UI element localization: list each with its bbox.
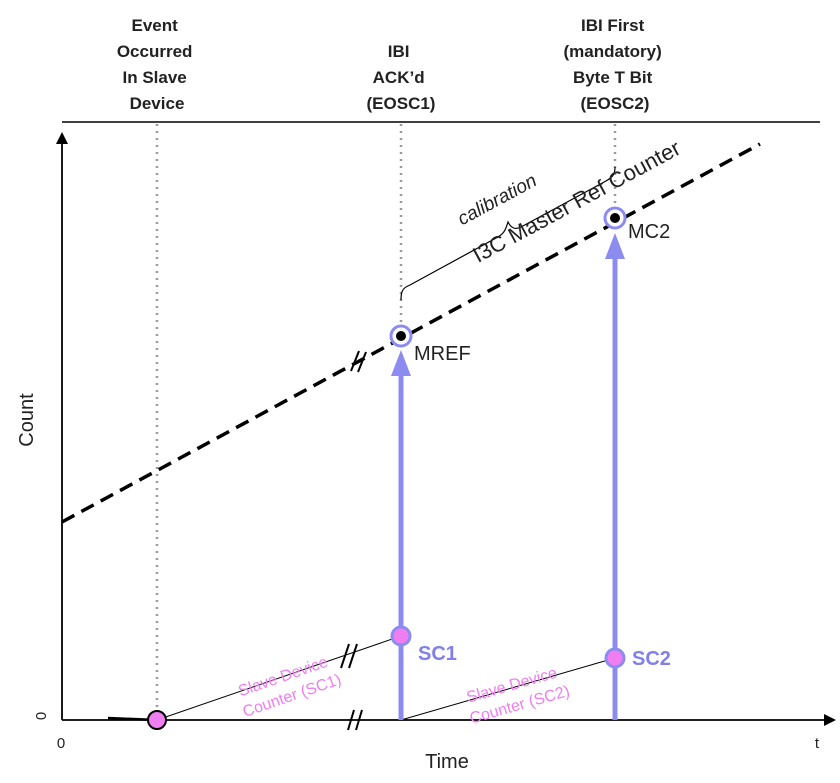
master-break-mark-1 bbox=[350, 350, 360, 372]
header-event-line1: Event bbox=[131, 16, 178, 35]
baseline-break-mark-2 bbox=[355, 709, 363, 731]
arrow-sc2-to-mc2-head bbox=[605, 233, 625, 259]
sc2-label: SC2 bbox=[632, 648, 671, 670]
header-event-line3: In Slave bbox=[123, 68, 187, 87]
sc1-label: SC1 bbox=[418, 643, 457, 665]
sc2-marker bbox=[604, 647, 626, 669]
calibration-brace bbox=[400, 166, 616, 301]
mref-label: MREF bbox=[414, 343, 471, 365]
x-end-label: t bbox=[815, 735, 820, 752]
slave-counter-sc2-line bbox=[400, 657, 616, 721]
header-ibi-ack-line3: (EOSC1) bbox=[367, 94, 436, 113]
mref-marker-dot bbox=[396, 331, 406, 341]
header-ibi-ack: IBI ACK’d (EOSC1) bbox=[367, 42, 436, 113]
event-marker bbox=[147, 710, 167, 730]
header-ibi-first-line4: (EOSC2) bbox=[581, 94, 650, 113]
mc2-marker-dot bbox=[610, 213, 620, 223]
sc1-marker bbox=[390, 625, 412, 647]
header-ibi-ack-line1: IBI bbox=[388, 42, 410, 61]
header-ibi-first-line3: Byte T Bit bbox=[573, 68, 653, 87]
x-axis-label: Time bbox=[425, 751, 469, 773]
sc1-break-mark-1 bbox=[340, 643, 350, 669]
slave-counter-sc1-line bbox=[156, 635, 402, 721]
arrow-sc1-to-mref-head bbox=[391, 350, 411, 376]
header-ibi-ack-line2: ACK’d bbox=[373, 68, 425, 87]
y-axis-label: Count bbox=[16, 393, 38, 447]
header-event: Event Occurred In Slave Device bbox=[117, 16, 197, 113]
header-ibi-first: IBI First (mandatory) Byte T Bit (EOSC2) bbox=[564, 16, 667, 113]
master-break-mark-2 bbox=[357, 351, 367, 373]
slave-counter-sc2-label: Slave Device Counter (SC2) bbox=[462, 663, 572, 728]
header-event-line2: Occurred bbox=[117, 42, 193, 61]
header-ibi-first-line2: (mandatory) bbox=[564, 42, 662, 61]
baseline-break-mark-1 bbox=[347, 709, 355, 731]
y-origin-label: 0 bbox=[33, 712, 50, 720]
sc1-break-mark-2 bbox=[348, 643, 358, 669]
header-ibi-first-line1: IBI First bbox=[581, 16, 645, 35]
x-origin-label: 0 bbox=[57, 735, 65, 752]
mc2-label: MC2 bbox=[628, 221, 670, 243]
slave-counter-sc1-label: Slave Device Counter (SC1) bbox=[234, 651, 344, 721]
header-event-line4: Device bbox=[130, 94, 185, 113]
